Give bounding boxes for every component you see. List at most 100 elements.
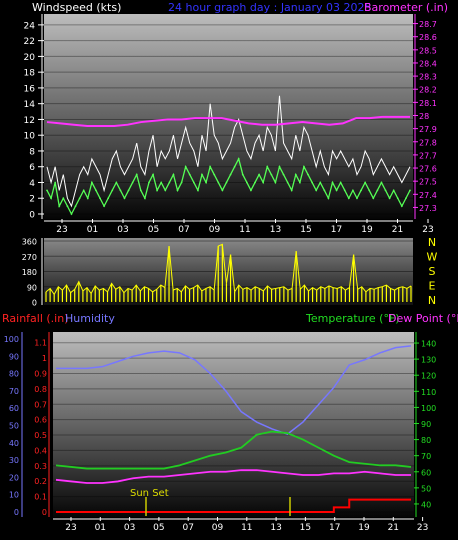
wind-gridlines [44,24,413,215]
y-tick-label: 0.9 [34,369,47,378]
y-tick-label: 90 [421,420,431,429]
y-tick-label: 28.6 [419,33,437,42]
windspeed-point [335,189,338,192]
windspeed-point [307,173,309,176]
x-tick-label: 01 [87,225,98,235]
windspeed-point [213,173,216,176]
climate-x-axis: 23 01 03 05 07 09 11 13 15 17 19 21 23 [53,517,428,533]
y-tick-label: 27.9 [419,125,437,134]
windspeed-point [78,197,81,200]
windspeed-point [180,181,183,184]
y-tick-label: 28.1 [419,99,437,108]
windspeed-point [323,189,326,192]
direction-series [45,243,412,302]
compass-label: N [428,236,436,249]
x-tick-label: 21 [392,225,403,235]
humidity-y-axis: 0 10 20 30 40 50 60 70 80 90 100 [4,332,23,517]
windspeed-point [294,173,297,176]
windspeed-point [303,165,305,168]
windspeed-point [282,173,285,176]
windspeed-point [278,165,281,168]
y-tick-label: 90 [9,352,19,361]
windspeed-point [409,189,411,192]
y-tick-label: 100 [4,335,19,344]
windspeed-point [70,213,73,215]
windspeed-point [160,181,163,184]
windspeed-point [168,181,171,184]
windspeed-point [339,181,342,184]
windspeed-point [46,189,48,192]
windspeed-point [254,181,256,184]
humidity-line [56,345,412,435]
y-tick-label: 4 [29,179,35,189]
y-tick-label: 6 [29,163,35,173]
y-tick-label: 130 [421,356,436,365]
windspeed-point [143,197,146,200]
windspeed-point [319,181,322,184]
y-tick-label: 22 [24,37,35,47]
barometer-y-axis: 27.3 27.4 27.5 27.6 27.7 27.8 27.9 28 28.1 28.2 28… [413,14,437,219]
x-tick-label: 03 [117,225,128,235]
rainfall-line [56,498,411,513]
windspeed-line [46,157,411,216]
windspeed-point [270,173,273,176]
y-tick-label: 20 [24,53,36,63]
y-tick-label: 12 [24,116,35,126]
windspeed-point [298,181,301,184]
y-tick-label: 28.5 [419,46,437,55]
x-tick-label: 03 [124,523,135,533]
x-tick-label: 21 [388,523,399,533]
windspeed-point [347,197,350,200]
x-tick-label: 09 [212,523,224,533]
sunset-label: Sun Set [130,488,169,499]
y-tick-label: 40 [421,500,431,509]
windspeed-point [131,181,134,184]
windspeed-point [50,197,52,200]
wind-series [46,95,411,216]
compass-label: N [428,294,436,307]
y-tick-label: 80 [421,436,431,445]
y-tick-label: 10 [9,491,19,500]
y-tick-label: 100 [421,404,436,413]
x-tick-label: 23 [417,523,428,533]
x-tick-label: 23 [422,225,433,235]
windspeed-point [152,173,154,176]
y-tick-label: 80 [9,370,19,379]
windspeed-point [74,205,77,208]
y-tick-label: 0 [29,211,35,221]
y-tick-label: 110 [421,388,436,397]
x-tick-label: 11 [241,523,252,533]
y-tick-label: 70 [9,387,19,396]
x-tick-label: 17 [329,523,340,533]
temperature-y-axis: 40 50 60 70 80 90 100 110 120 130 140 [414,332,436,517]
windspeed-point [115,181,118,184]
x-tick-label: 05 [148,225,159,235]
y-tick-label: 270 [22,253,37,262]
windspeed-point [188,173,191,176]
windspeed-point [90,181,93,184]
y-tick-label: 60 [9,404,19,413]
compass-label: W [427,251,438,264]
x-tick-label: 09 [209,225,221,235]
x-tick-label: 17 [331,225,342,235]
windspeed-point [290,189,293,192]
windspeed-point [311,181,314,184]
x-tick-label: 15 [300,225,311,235]
x-tick-label: 23 [65,523,76,533]
y-tick-label: 27.5 [419,178,437,187]
x-tick-label: 11 [239,225,250,235]
windspeed-point [250,189,252,192]
y-tick-label: 60 [421,468,431,477]
windspeed-point [58,205,61,208]
direction-line [45,243,412,296]
y-tick-label: 360 [22,238,37,247]
y-tick-label: 0.6 [34,416,47,425]
x-tick-label: 07 [178,225,189,235]
direction-y-axis: 0 90 180 270 360 [22,238,43,308]
y-tick-label: 27.8 [419,138,437,147]
y-tick-label: 30 [9,456,19,465]
windspeed-point [201,173,203,176]
